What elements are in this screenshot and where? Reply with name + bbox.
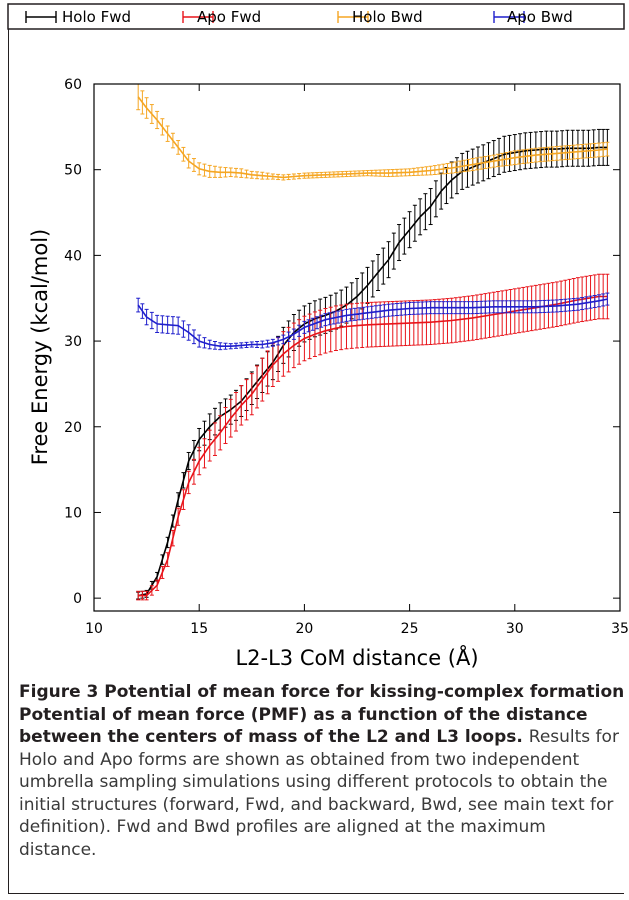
y-tick-label: 10 [64, 505, 82, 521]
series-line [138, 146, 608, 597]
series-layer [136, 83, 610, 601]
series-apo-bwd [136, 292, 610, 351]
y-tick-label: 60 [64, 77, 82, 93]
series-apo-fwd [136, 273, 610, 601]
series-holo-fwd [136, 128, 610, 600]
y-tick-label: 20 [64, 420, 82, 436]
legend-entry: Holo Fwd [25, 8, 131, 26]
legend-label: Apo Bwd [507, 8, 573, 26]
x-tick-label: 20 [295, 621, 313, 637]
legend-label: Holo Bwd [352, 8, 423, 26]
pmf-chart: Holo Fwd Apo Fwd Holo Bwd Apo Bwd 10 15 20 25 3… [7, 3, 629, 670]
y-tick-label: 50 [64, 163, 82, 179]
x-tick-label: 30 [506, 621, 524, 637]
y-tick-label: 0 [73, 591, 82, 607]
series-line [137, 96, 608, 179]
series-line [138, 295, 608, 597]
y-tick-label: 40 [64, 248, 82, 264]
caption-title: Figure 3 Potential of mean force for kis… [19, 682, 625, 747]
x-tick-label: 15 [190, 621, 208, 637]
plot-area-frame [93, 83, 621, 612]
caption-title-end: . [516, 727, 529, 747]
legend-entry: Holo Bwd [337, 8, 423, 26]
legend-entry: Apo Bwd [493, 8, 573, 26]
x-tick-label: 25 [401, 621, 419, 637]
figure-frame [8, 4, 624, 894]
series-holo-bwd [136, 83, 610, 181]
legend-label: Apo Fwd [197, 8, 261, 26]
legend-entry: Apo Fwd [182, 8, 261, 26]
caption-body: Results for Holo and Apo forms are shown… [19, 727, 619, 860]
x-tick-label: 35 [611, 621, 629, 637]
legend-label: Holo Fwd [62, 8, 131, 26]
x-tick-label: 10 [85, 621, 103, 637]
x-axis-label: L2-L3 CoM distance (Å) [235, 644, 478, 670]
y-axis-label: Free Energy (kcal/mol) [28, 229, 52, 465]
y-tick-label: 30 [64, 334, 82, 350]
series-line [137, 298, 608, 348]
legend: Holo Fwd Apo Fwd Holo Bwd Apo Bwd [25, 8, 573, 26]
figure-caption: Figure 3 Potential of mean force for kis… [19, 681, 627, 861]
